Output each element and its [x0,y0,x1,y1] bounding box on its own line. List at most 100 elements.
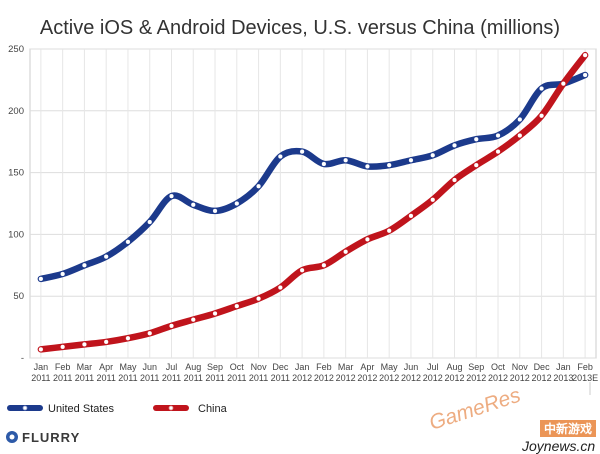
grid-lines [30,48,596,359]
data-point-us-2 [82,263,87,268]
data-point-china-6 [169,323,174,329]
x-tick-month: Jul [427,362,439,372]
data-point-us-9 [234,201,240,206]
data-point-china-22 [517,133,523,138]
series-line-united-states [37,71,589,283]
legend-marker-china [168,405,174,411]
data-point-china-21 [495,149,501,154]
watermark-cn: 中新游戏 [544,421,592,436]
data-point-china-5 [147,331,152,336]
x-tick-year: 2011 [162,373,181,383]
data-point-china-23 [539,113,544,118]
data-point-china-19 [452,177,457,183]
data-point-china-11 [278,285,283,290]
x-tick-year: 2011 [118,373,137,383]
data-point-china-15 [365,237,370,242]
data-point-china-13 [321,263,327,268]
x-tick-year: 2011 [53,373,72,383]
data-point-china-20 [474,162,479,168]
data-point-us-21 [495,133,501,138]
x-tick-year: 2012 [357,373,377,383]
x-tick-year: 2012 [444,373,464,383]
data-point-us-11 [278,154,283,159]
watermark-site: Joynews.cn [521,438,595,454]
x-tick-month: Dec [272,362,289,372]
data-point-china-25 [582,52,588,58]
x-tick-year: 2012 [466,373,486,383]
data-point-us-23 [539,86,544,91]
y-tick-label: 200 [8,106,24,117]
x-tick-month: Aug [185,362,201,372]
y-axis: - 50 100 150 200 250 [8,44,24,364]
x-tick-year: 2012 [401,373,421,383]
data-point-us-3 [103,254,109,259]
x-tick-month: Jan [556,362,571,372]
legend-china[interactable]: China [153,403,228,415]
data-point-us-17 [408,157,414,163]
legend-label-us: United States [48,403,115,415]
x-tick-month: Jul [166,362,178,372]
x-tick-year: 2012 [379,373,399,383]
x-tick-year: 2011 [31,373,50,383]
x-tick-year: 2011 [97,373,116,383]
data-point-us-25 [582,72,588,78]
flurry-logo: FLURRY [6,430,79,445]
y-tick-label: 150 [8,168,24,179]
x-tick-month: Jan [34,362,49,372]
data-point-china-17 [408,213,414,219]
x-tick-year: 2011 [205,373,224,383]
y-tick-label: 100 [8,229,24,240]
x-tick-month: Nov [512,362,529,372]
data-point-us-10 [256,183,261,189]
data-point-china-8 [212,311,218,316]
x-tick-year: 2012 [532,373,552,383]
data-point-china-14 [343,249,348,254]
x-tick-month: Feb [316,362,332,372]
x-tick-month: Jun [142,362,157,372]
data-point-us-8 [212,208,218,214]
x-tick-month: May [119,362,137,372]
x-tick-year: 2011 [184,373,203,383]
data-point-us-20 [474,136,479,142]
x-tick-year: 2011 [249,373,268,383]
x-tick-month: Dec [534,362,551,372]
data-point-us-12 [299,149,305,154]
plot-border [29,48,597,359]
x-tick-year: 2013 [553,373,573,383]
data-point-china-1 [60,344,65,350]
data-point-china-4 [125,335,131,341]
legend-united-states[interactable]: United States [7,403,115,415]
x-tick-year: 2012 [488,373,508,383]
x-tick-month: Oct [230,362,245,372]
x-tick-month: Oct [491,362,506,372]
y-tick-label: 250 [8,44,24,55]
x-tick-year: 2011 [140,373,159,383]
x-tick-year: 2013E [572,373,598,383]
data-point-us-16 [386,162,392,168]
x-tick-year: 2012 [423,373,443,383]
x-tick-month: Feb [55,362,71,372]
x-tick-month: Jun [404,362,419,372]
watermark-cn-bg [540,420,596,437]
flurry-logo-icon-core [9,434,15,440]
data-point-us-7 [191,202,196,207]
data-point-us-6 [169,193,174,199]
x-tick-month: Apr [360,362,374,372]
data-point-china-16 [386,228,392,233]
data-point-us-0 [38,276,44,282]
x-tick-year: 2012 [336,373,356,383]
data-point-china-2 [82,342,87,347]
series-layer [37,51,589,353]
y-tick-label: - [21,353,24,364]
data-point-china-7 [191,317,196,322]
x-tick-month: Feb [577,362,593,372]
x-tick-month: Sep [468,362,484,372]
data-point-china-12 [299,267,305,273]
chart-title: Active iOS & Android Devices, U.S. versu… [40,17,560,39]
watermark-gameres: GameRes [426,384,523,435]
x-tick-year: 2011 [271,373,290,383]
data-point-us-22 [517,117,523,122]
x-tick-month: Sep [207,362,223,372]
x-tick-month: Jan [295,362,310,372]
